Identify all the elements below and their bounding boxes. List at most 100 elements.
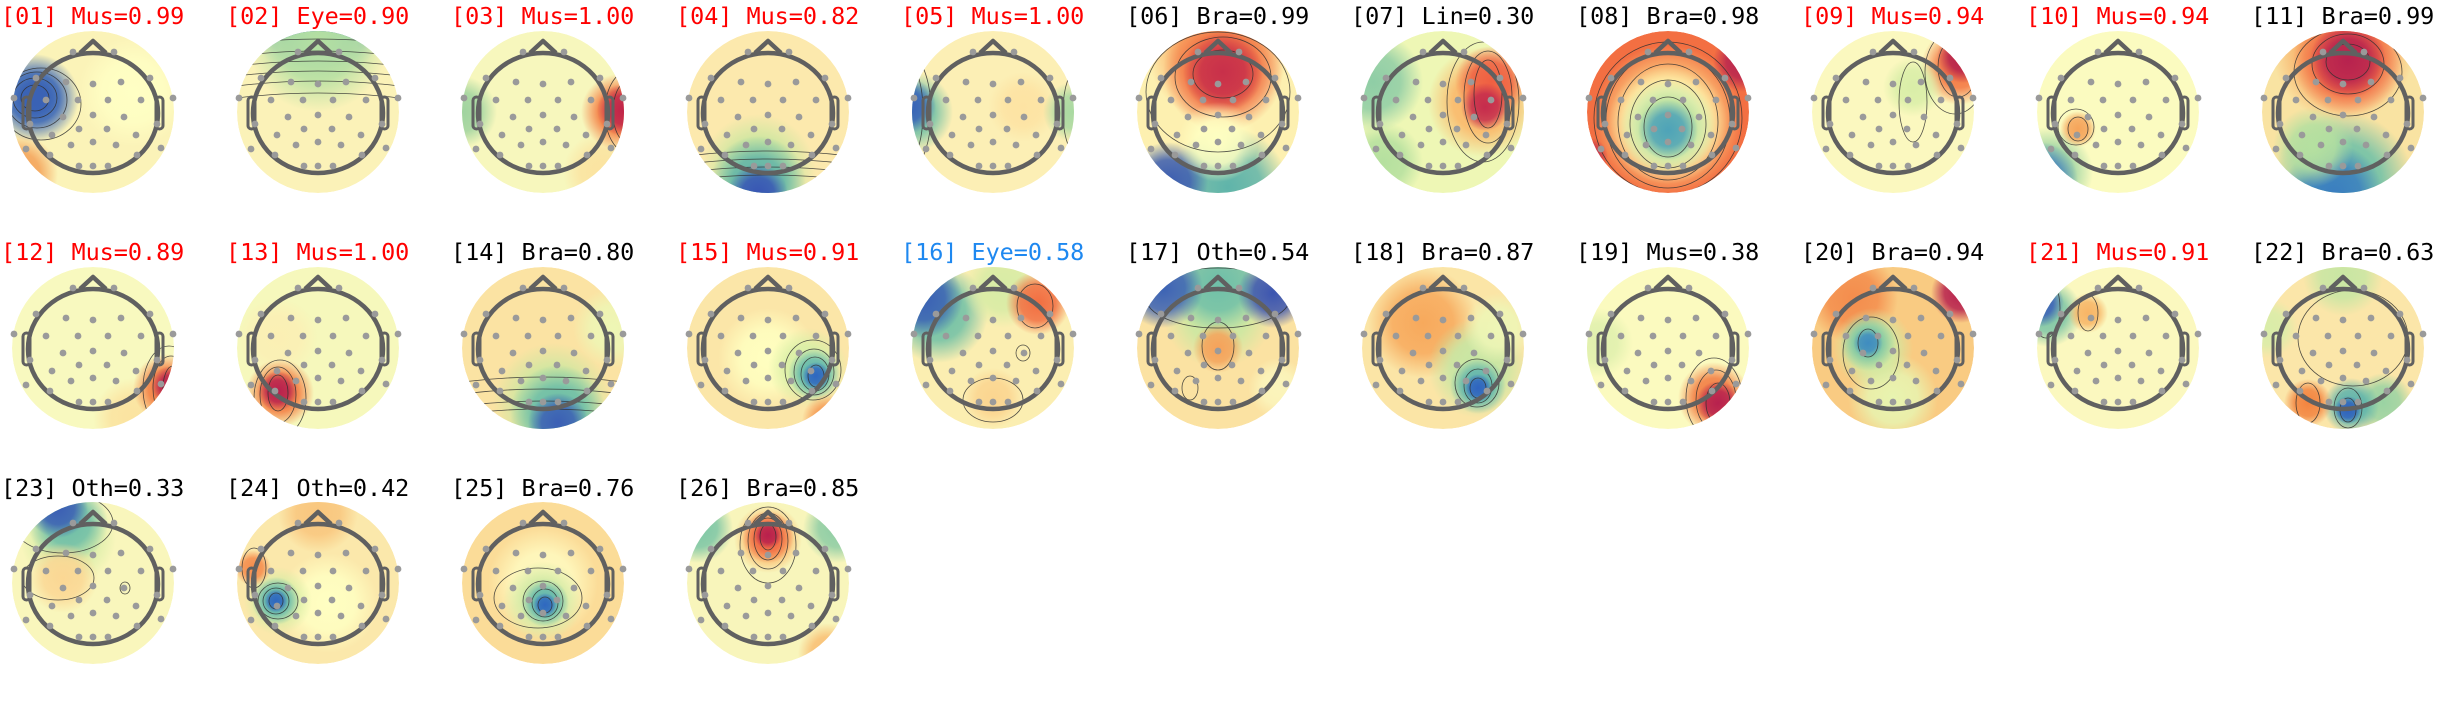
electrode-marker <box>1010 48 1018 56</box>
activation-blob <box>963 368 1023 428</box>
electrode-marker <box>2073 367 2081 375</box>
electrode-marker <box>2128 125 2136 133</box>
electrode-marker <box>371 545 379 553</box>
electrode-marker <box>685 94 693 102</box>
electrode-marker <box>959 349 967 357</box>
electrode-marker <box>974 332 982 340</box>
component-panel-01: [01] Mus=0.99 <box>0 2 225 237</box>
contour-line <box>1181 375 1199 401</box>
electrode-marker <box>394 565 402 573</box>
left-ear-icon <box>1596 95 1607 131</box>
electrode-marker <box>2339 138 2347 146</box>
electrode-marker <box>1453 125 1461 133</box>
component-label: [04] Mus=0.82 <box>676 2 860 30</box>
electrode-marker <box>328 125 336 133</box>
contour-line <box>1192 49 1254 99</box>
electrode-marker <box>1889 111 1897 119</box>
head-outline <box>1150 286 1286 412</box>
electrode-marker <box>1623 367 1631 375</box>
electrode-marker <box>2171 74 2179 82</box>
electrode-marker <box>362 567 370 575</box>
electrode-marker <box>1637 78 1645 86</box>
electrode-marker <box>959 113 967 121</box>
electrode-marker <box>476 356 484 364</box>
electrode-marker <box>2354 398 2362 406</box>
electrode-marker <box>1214 80 1222 88</box>
electrode-marker <box>2084 349 2092 357</box>
electrode-marker <box>300 633 308 641</box>
electrode-marker <box>69 519 77 527</box>
electrode-marker <box>697 381 705 389</box>
electrode-marker <box>1946 310 1954 318</box>
electrode-marker <box>2100 125 2108 133</box>
electrode-marker <box>2129 96 2137 104</box>
electrode-marker <box>1859 349 1867 357</box>
electrode-marker <box>2354 332 2362 340</box>
electrode-marker <box>153 356 161 364</box>
component-label: [16] Eye=0.58 <box>901 238 1085 266</box>
activation-blob <box>802 394 849 429</box>
right-ear-icon <box>829 95 840 131</box>
electrode-marker <box>1020 349 1028 357</box>
electrode-marker <box>1932 131 1940 139</box>
electrode-marker <box>1135 330 1143 338</box>
electrode-marker <box>2282 74 2290 82</box>
electrode-marker <box>1848 367 1856 375</box>
contour-line <box>1145 31 1291 153</box>
electrode-marker <box>525 125 533 133</box>
right-ear-icon <box>1054 331 1065 367</box>
topomap-18 <box>1360 267 1527 429</box>
electrode-marker <box>89 111 97 119</box>
electrode-marker <box>1889 374 1897 382</box>
electrode-marker <box>110 48 118 56</box>
electrode-marker <box>1597 381 1605 389</box>
electrode-marker <box>1744 94 1752 102</box>
electrode-marker <box>1862 314 1870 322</box>
electrode-marker <box>1649 332 1657 340</box>
electrode-marker <box>749 567 757 575</box>
electrode-marker <box>2403 356 2411 364</box>
electrode-marker <box>48 367 56 375</box>
electrode-marker <box>1462 141 1470 149</box>
electrode-marker <box>476 120 484 128</box>
electrode-marker <box>273 367 281 375</box>
electrode-marker <box>603 356 611 364</box>
electrode-marker <box>1053 120 1061 128</box>
electrode-marker <box>1409 113 1417 121</box>
right-ear-icon <box>154 95 165 131</box>
electrode-marker <box>59 113 67 121</box>
electrode-marker <box>1004 398 1012 406</box>
electrode-marker <box>2129 332 2137 340</box>
contour-line <box>257 582 299 620</box>
right-ear-icon <box>1729 331 1740 367</box>
electrode-marker <box>2354 96 2362 104</box>
electrode-marker <box>75 361 83 369</box>
electrode-marker <box>10 330 18 338</box>
electrode-marker <box>519 519 527 527</box>
electrode-marker <box>932 74 940 82</box>
electrode-marker <box>2383 387 2391 395</box>
electrode-marker <box>358 387 366 395</box>
electrode-marker <box>1454 398 1462 406</box>
electrode-marker <box>75 633 83 641</box>
electrode-marker <box>22 616 30 624</box>
electrode-marker <box>808 387 816 395</box>
electrode-marker <box>120 113 128 121</box>
electrode-marker <box>2260 94 2268 102</box>
electrode-marker <box>1439 80 1447 88</box>
electrode-marker <box>345 584 353 592</box>
contour-line <box>1016 283 1054 329</box>
topomap-04 <box>685 31 852 193</box>
electrode-marker <box>117 549 125 557</box>
electrode-marker <box>721 622 729 630</box>
electrode-marker <box>1214 316 1222 324</box>
contour-line <box>1898 61 1928 143</box>
activation-blob <box>1638 100 1698 160</box>
nose-icon <box>753 509 783 526</box>
right-ear-icon <box>2179 95 2190 131</box>
electrode-marker <box>2158 387 2166 395</box>
contour-line <box>522 580 564 622</box>
component-panel-03: [03] Mus=1.00 <box>450 2 675 237</box>
electrode-marker <box>524 567 532 575</box>
electrode-marker <box>785 519 793 527</box>
